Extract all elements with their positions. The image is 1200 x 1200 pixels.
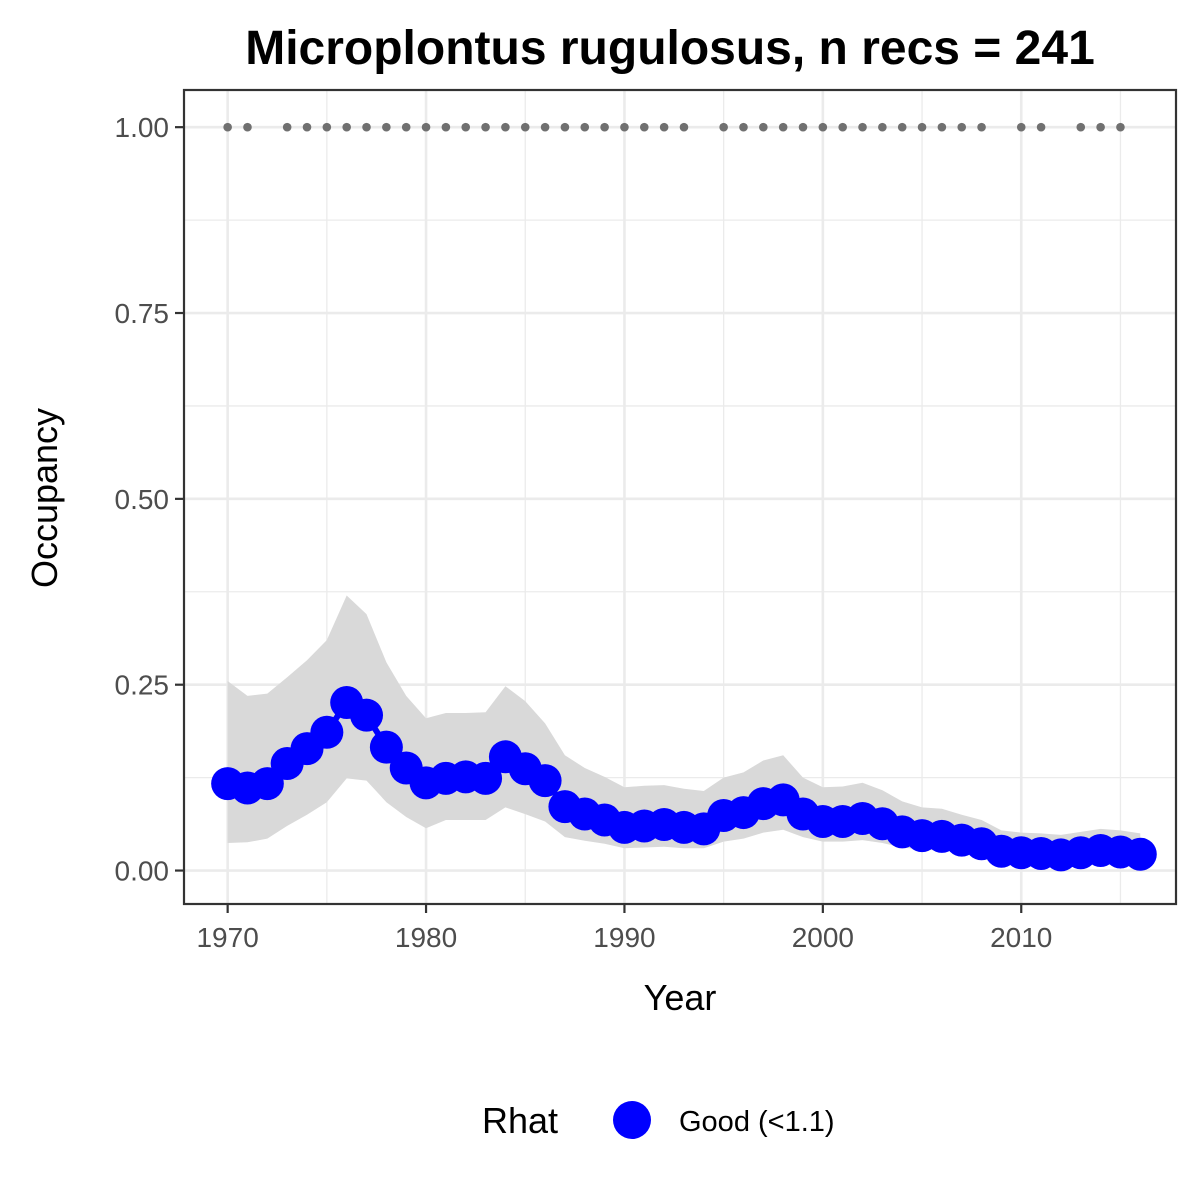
record-point <box>778 122 788 132</box>
record-point <box>679 122 689 132</box>
legend-key-good <box>613 1101 651 1139</box>
legend-label-good: Good (<1.1) <box>679 1106 835 1138</box>
record-point <box>1016 122 1026 132</box>
record-point <box>659 122 669 132</box>
record-point <box>282 122 292 132</box>
record-point <box>600 122 609 132</box>
occupancy-point <box>250 767 284 801</box>
y-tick-label: 1.00 <box>115 112 170 143</box>
x-tick-label: 1980 <box>395 922 457 953</box>
record-point <box>382 122 391 132</box>
record-point <box>481 122 490 132</box>
record-point <box>818 122 828 132</box>
record-point <box>858 122 867 132</box>
record-point <box>441 122 451 132</box>
record-point <box>461 122 471 132</box>
x-axis-title: Year <box>644 977 717 1018</box>
y-tick-label: 0.25 <box>115 670 170 701</box>
record-point <box>977 122 986 132</box>
plot-panel <box>182 88 1178 906</box>
y-axis-title: Occupancy <box>24 408 65 588</box>
x-tick-label: 1990 <box>593 922 655 953</box>
record-point <box>520 122 530 132</box>
record-point <box>1036 122 1046 132</box>
record-point <box>362 122 371 132</box>
occupancy-point <box>1123 837 1157 871</box>
record-point <box>639 122 649 132</box>
chart-title: Microplontus rugulosus, n recs = 241 <box>245 22 1095 75</box>
record-point <box>1076 122 1086 132</box>
record-point <box>302 122 312 132</box>
record-point <box>739 122 748 132</box>
record-point <box>878 122 887 132</box>
occupancy-point <box>369 730 403 764</box>
x-tick-label: 2010 <box>990 922 1052 953</box>
record-point <box>322 122 332 132</box>
record-point <box>223 122 232 132</box>
confidence-ribbon <box>227 595 1141 863</box>
occupancy-point <box>528 764 562 798</box>
y-tick-label: 0.50 <box>115 484 170 515</box>
x-tick-label: 2000 <box>792 922 854 953</box>
y-axis: 0.00 0.25 0.50 0.75 1.00 <box>115 112 184 887</box>
record-point <box>937 122 947 132</box>
record-point <box>719 122 728 132</box>
legend: Rhat Good (<1.1) <box>482 1100 835 1141</box>
record-point <box>838 122 847 132</box>
record-point <box>501 122 510 132</box>
x-axis: 1970 1980 1990 2000 2010 <box>196 904 1052 953</box>
record-point <box>342 122 351 132</box>
record-point <box>620 122 629 132</box>
record-point <box>243 122 252 132</box>
y-tick-label: 0.75 <box>115 298 170 329</box>
panel-border <box>182 88 1178 906</box>
record-point <box>580 122 590 132</box>
record-point <box>421 122 431 132</box>
record-point <box>957 122 967 132</box>
record-point <box>401 122 411 132</box>
legend-title: Rhat <box>482 1100 558 1141</box>
occupancy-point <box>350 698 384 732</box>
record-point <box>1116 122 1125 132</box>
record-point <box>798 122 808 132</box>
y-tick-label: 0.00 <box>115 856 170 887</box>
record-point <box>560 122 570 132</box>
occupancy-point <box>310 715 344 749</box>
record-point <box>917 122 927 132</box>
record-point <box>759 122 768 132</box>
record-point <box>897 122 907 132</box>
record-point <box>540 122 550 132</box>
x-tick-label: 1970 <box>196 922 258 953</box>
occupancy-point <box>469 761 503 795</box>
record-point <box>1096 122 1105 132</box>
